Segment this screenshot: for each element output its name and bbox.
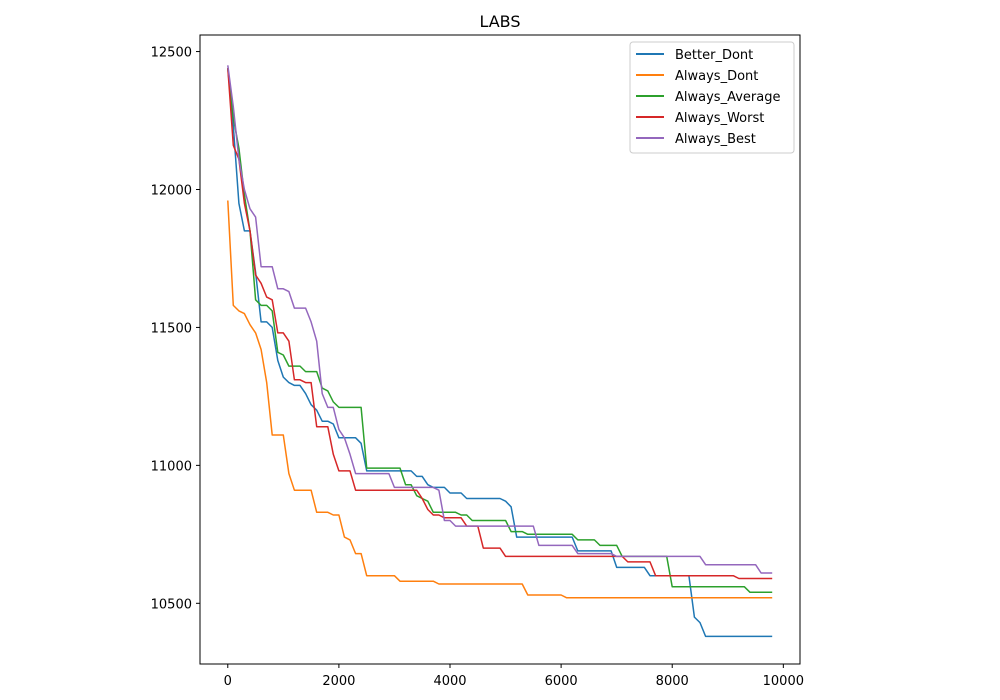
y-tick-label: 12000 xyxy=(151,183,192,198)
legend-label: Always_Average xyxy=(675,90,780,105)
legend-label: Always_Dont xyxy=(675,69,758,84)
x-tick-label: 10000 xyxy=(763,674,804,689)
series-line-4 xyxy=(227,65,773,574)
y-axis-ticks: 10500 11000 11500 12000 12500 xyxy=(151,46,200,612)
legend: Better_Dont Always_Dont Always_Average Alwa… xyxy=(629,41,795,154)
series-lines xyxy=(227,65,773,638)
series-line-2 xyxy=(227,68,773,594)
legend-label: Always_Best xyxy=(675,132,756,147)
x-axis-ticks: 0 2000 4000 6000 8000 10000 xyxy=(224,664,804,689)
legend-box xyxy=(629,41,795,154)
chart-title: LABS xyxy=(479,12,520,31)
legend-label: Better_Dont xyxy=(675,48,753,63)
x-tick-label: 4000 xyxy=(433,674,466,689)
y-tick-label: 11500 xyxy=(151,321,192,336)
plot-frame xyxy=(199,34,801,665)
y-tick-label: 12500 xyxy=(151,46,192,61)
legend-label: Always_Worst xyxy=(675,111,764,126)
y-tick-label: 10500 xyxy=(151,597,192,612)
series-line-3 xyxy=(227,68,773,580)
y-tick-label: 11000 xyxy=(151,459,192,474)
x-tick-label: 2000 xyxy=(322,674,355,689)
series-line-1 xyxy=(227,200,773,599)
x-tick-label: 0 xyxy=(224,674,232,689)
x-tick-label: 6000 xyxy=(545,674,578,689)
x-tick-label: 8000 xyxy=(656,674,689,689)
